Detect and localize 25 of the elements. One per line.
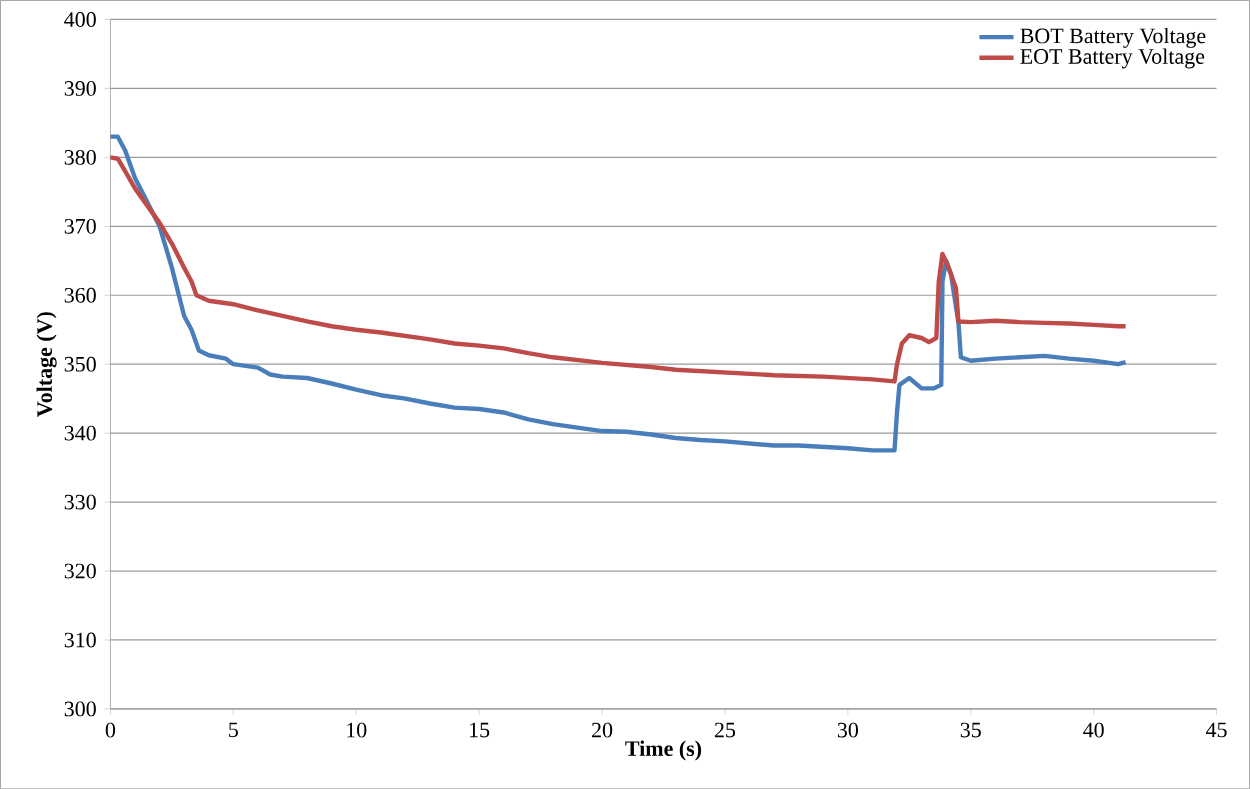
x-tick-label: 45: [1205, 722, 1227, 738]
x-tick-label: 10: [347, 722, 367, 738]
y-axis-title: Voltage (V): [36, 311, 57, 417]
x-tick-label: 15: [470, 722, 490, 738]
legend-label: BOT Battery Voltage: [1020, 27, 1206, 48]
y-tick-label: 380: [64, 149, 96, 165]
y-tick-label: 320: [64, 563, 96, 579]
y-tick-label: 390: [64, 80, 96, 96]
y-tick-label: 400: [64, 11, 96, 27]
x-tick-label: 5: [229, 722, 238, 738]
y-tick-label: 360: [64, 287, 96, 303]
y-tick-label: 370: [64, 218, 96, 234]
x-axis-title: Time (s): [625, 740, 702, 761]
y-tick-label: 310: [64, 632, 96, 648]
y-tick-label: 330: [64, 494, 96, 510]
x-tick-label: 25: [714, 722, 736, 738]
x-tick-label: 20: [592, 722, 613, 738]
x-tick-label: 35: [960, 722, 981, 738]
y-tick-label: 300: [64, 701, 96, 717]
legend-label: EOT Battery Voltage: [1020, 48, 1205, 69]
y-tick-label: 350: [64, 356, 96, 372]
x-tick-label: 40: [1083, 722, 1104, 738]
x-tick-label: 0: [105, 722, 116, 738]
x-tick-label: 30: [837, 722, 858, 738]
y-tick-label: 340: [64, 425, 96, 441]
